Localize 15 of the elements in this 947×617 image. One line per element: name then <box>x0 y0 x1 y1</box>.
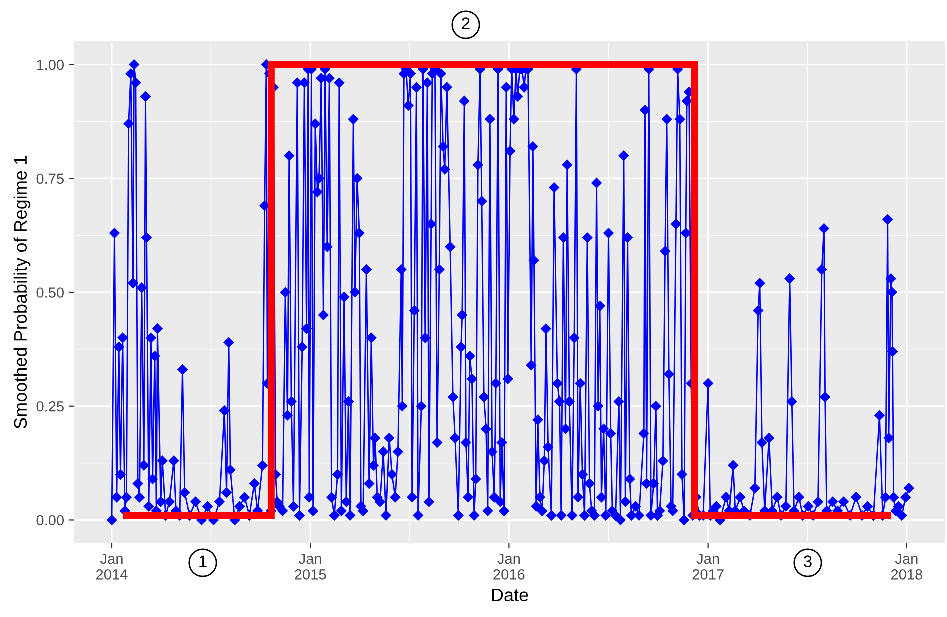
text: 3 <box>804 556 812 568</box>
x-tick-label: Jan 2016 <box>494 554 525 580</box>
x-tick-label: Jan 2017 <box>692 554 724 580</box>
y-tick-label: 1.00 <box>37 60 64 70</box>
text: 1 <box>200 556 207 568</box>
text: 2 <box>462 18 470 30</box>
x-tick-label: Jan 2018 <box>891 554 922 580</box>
y-tick-label: 0.25 <box>36 401 64 412</box>
x-axis-title: Date <box>492 588 528 602</box>
y-axis-title: Smoothed Probability of Regime 1 <box>14 156 31 429</box>
y-tick-label: 0.00 <box>36 515 64 526</box>
y-tick-label: 0.50 <box>36 288 64 298</box>
x-tick-label: Jan 2014 <box>96 554 128 580</box>
y-tick-label: 0.75 <box>36 174 64 184</box>
x-tick-label: Jan 2015 <box>295 554 326 580</box>
